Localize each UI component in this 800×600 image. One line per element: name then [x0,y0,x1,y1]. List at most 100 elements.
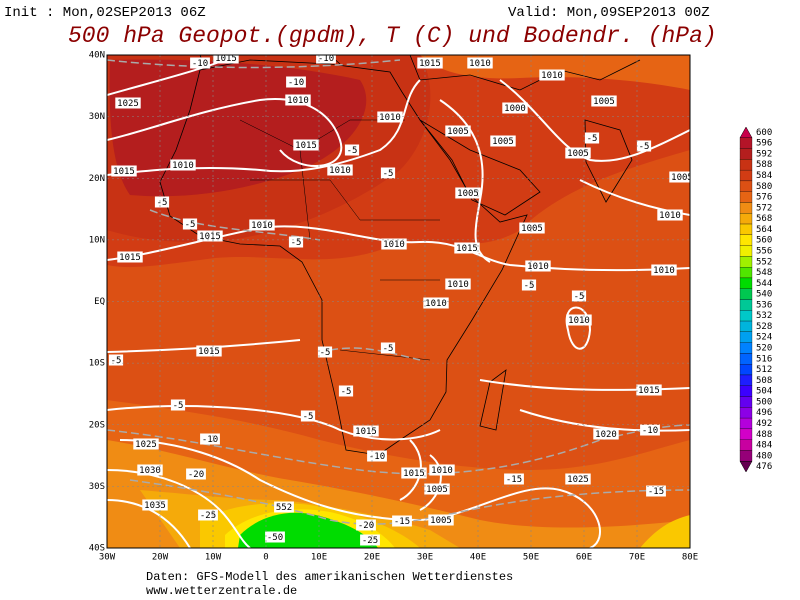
contour-label-box [200,433,220,445]
contour-label: 1015 [295,141,317,151]
isobar [565,306,592,350]
contour-label-box [111,165,137,177]
contour-label: 1015 [119,253,141,263]
lon-label: 30E [417,553,433,563]
contour-label-box [521,279,537,291]
contour-label-box [316,55,336,64]
contour-label: 1005 [671,173,693,183]
colorbar-label: 508 [756,376,772,386]
contour-label-box [190,57,210,69]
contour-label: 1010 [287,96,309,106]
colorbar-label: 480 [756,451,772,461]
contour-label-box [584,132,600,144]
contour-label-box [265,531,285,543]
contour-label: 1010 [383,240,405,250]
contour-label-box [380,167,396,179]
contour-label: 1005 [447,127,469,137]
isobar [107,499,191,548]
contour-label: -5 [347,146,358,156]
contour-label: -15 [394,517,410,527]
contour-label: -5 [574,292,585,302]
colorbar-label: 540 [756,290,772,300]
contour-label-box [455,187,481,199]
lon-label: 80E [682,553,698,563]
contour-label-box [429,464,455,476]
contour-label: 1005 [521,224,543,234]
contour-label-box [293,139,319,151]
colorbar-label: 548 [756,268,772,278]
contour-label: 1025 [567,475,589,485]
contour-label: 1010 [251,221,273,231]
contour-label: 1010 [425,299,447,309]
map-frame [106,54,691,549]
contour-label-box [381,238,407,250]
colorbar-swatch [739,234,753,246]
contour-label-box [646,485,666,497]
contour-label-box [377,111,403,123]
contour-label: 1010 [431,466,453,476]
contour-label: 1025 [135,440,157,450]
contour-label: -5 [383,344,394,354]
contour-label: -5 [291,238,302,248]
contour-label-box [392,515,412,527]
contour-label-box [525,260,551,272]
colorbar-label: 600 [756,128,772,138]
colorbar-swatch [739,245,753,257]
colorbar-swatch [739,439,753,451]
contour-label-box [360,534,380,546]
contour-label-box [249,219,275,231]
lon-label: 30W [99,553,116,563]
colorbar-swatch [739,159,753,171]
contour-label: -10 [288,78,304,88]
contour-label-box [428,514,454,526]
contour-label-box [300,410,316,422]
colorbar-label: 492 [756,419,772,429]
lon-label: 10E [311,553,327,563]
colorbar-cap [739,460,753,473]
contour-label-box [286,76,306,88]
contour-label: 1010 [527,262,549,272]
colorbar-swatch [739,169,753,182]
colorbar-swatch [739,428,753,440]
colorbar-swatch [739,137,753,149]
contour-label: -5 [341,387,352,397]
contour-label: 1010 [568,316,590,326]
lat-label: 10S [89,359,105,369]
contour-label: -15 [648,487,664,497]
contour-label-box [651,264,677,276]
contour-label: 1015 [638,386,660,396]
colorbar-label: 560 [756,236,772,246]
map-title: 500 hPa Geopot.(gpdm), T (C) und Bodendr… [68,23,717,49]
colorbar-swatch [739,320,753,332]
lon-label: 60E [576,553,592,563]
contour-label-box [454,242,480,254]
contour-label-box [539,69,565,81]
contour-label: -5 [524,281,535,291]
contour-label-box [519,222,545,234]
contour-label-box [566,314,592,326]
contour-label: -20 [188,470,204,480]
colorbar: 6005965925885845805765725685645605565525… [739,126,772,473]
colorbar-swatch [739,407,753,419]
contour-label-box [133,438,159,450]
contour-label-box [640,424,660,436]
contour-label: 1005 [457,189,479,199]
colorbar-label: 568 [756,214,772,224]
lat-label: 40S [89,544,105,554]
contour-label: 1015 [403,469,425,479]
contour-label: 1010 [447,280,469,290]
colorbar-swatch [739,396,753,408]
colorbar-label: 504 [756,387,772,397]
axis-labels: 30W 20W 10W 0 10E 20E 30E 40E 50E 60E 70E 80E 40N 30N… [89,51,698,563]
lat-label: 30S [89,482,105,492]
contour-label-box [344,144,360,156]
colorbar-label: 476 [756,462,772,472]
contour-label-box [142,499,168,511]
colorbar-swatch [739,374,753,386]
colorbar-label: 528 [756,322,772,332]
colorbar-label: 512 [756,365,772,375]
contour-label: 1010 [659,211,681,221]
contour-label-box [285,94,311,106]
colorbar-label: 500 [756,397,772,407]
